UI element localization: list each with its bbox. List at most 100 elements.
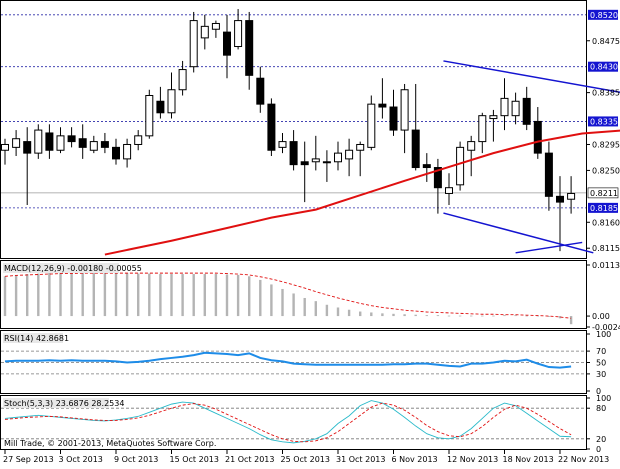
candle: [389, 89, 398, 136]
stoch-tick-label: 100: [596, 394, 611, 403]
candle: [145, 89, 154, 139]
macd-bar: [236, 274, 240, 317]
candle: [34, 124, 43, 159]
date-tick-label: 21 Oct 2013: [225, 455, 274, 464]
rsi-label: RSI(14) 42.8681: [4, 334, 69, 343]
macd-bar: [336, 307, 340, 317]
macd-bar: [436, 315, 440, 317]
rsi-layer: [1, 350, 586, 375]
candle: [156, 86, 165, 119]
price-pane: [0, 0, 587, 259]
candle: [100, 132, 109, 154]
macd-bar: [214, 274, 218, 317]
level-label: 0.8430: [590, 63, 618, 72]
candle: [23, 127, 32, 205]
macd-bar: [569, 316, 573, 325]
macd-bar: [203, 274, 206, 317]
macd-bar: [314, 301, 317, 317]
macd-bar: [14, 274, 18, 317]
macd-bar: [447, 315, 451, 317]
candle: [500, 78, 509, 131]
macd-bar: [270, 284, 273, 317]
axis-layer: 0.8475 0.8385 0.8295 0.8250 0.8160 0.8115 0.85…: [3, 9, 620, 464]
price-tick-label: 0.8250: [592, 166, 620, 175]
macd-bar: [547, 316, 551, 317]
macd-bar: [359, 311, 362, 317]
macd-bar: [159, 274, 162, 317]
candle: [544, 141, 553, 211]
candle: [1, 138, 9, 165]
candle: [200, 14, 209, 50]
candle: [134, 130, 143, 151]
candle: [123, 138, 132, 168]
candle: [456, 141, 465, 191]
candle: [345, 138, 354, 177]
macd-bar: [514, 315, 517, 317]
price-tick-label: 0.8385: [592, 89, 620, 98]
candle: [367, 95, 376, 151]
rsi-line: [4, 351, 572, 369]
macd-bar: [70, 271, 73, 317]
candle: [289, 130, 298, 171]
macd-tick-label: 0.00: [592, 312, 610, 321]
candle: [422, 153, 431, 182]
macd-bar: [59, 272, 62, 317]
macd-signal-line: [4, 272, 572, 319]
macd-bar: [492, 315, 495, 317]
macd-bar: [103, 272, 107, 317]
candle: [567, 176, 576, 214]
candle: [433, 158, 442, 214]
current-price-label: 0.8211: [590, 189, 618, 198]
candle: [45, 124, 54, 159]
macd-bar: [114, 272, 118, 317]
macd-bar: [558, 316, 562, 319]
candle: [223, 14, 231, 79]
candle: [56, 127, 65, 154]
candle: [300, 141, 309, 203]
macd-bar: [181, 274, 184, 317]
candle: [167, 72, 176, 119]
macd-bar: [48, 272, 51, 317]
macd-bar: [303, 297, 306, 317]
rsi-tick-label: 70: [596, 347, 606, 356]
macd-tick-label: -0.00242: [592, 323, 620, 332]
macd-bar: [381, 313, 384, 317]
macd-bar: [37, 273, 40, 317]
stoch-tick-label: 0: [596, 445, 601, 454]
candle: [89, 135, 98, 154]
stoch-signal-line: [4, 402, 572, 443]
macd-bar: [92, 272, 95, 317]
candle: [278, 132, 287, 154]
price-tick-label: 0.8115: [592, 244, 620, 253]
date-tick-label: 25 Oct 2013: [281, 455, 330, 464]
rsi-tick-label: 0: [596, 387, 601, 396]
macd-bar: [3, 276, 7, 317]
candle: [522, 86, 531, 131]
macd-bar: [292, 293, 295, 317]
macd-bar: [81, 271, 84, 317]
price-layer: [1, 9, 620, 256]
date-tick-label: 15 Oct 2013: [170, 455, 219, 464]
moving-average-line: [104, 129, 620, 256]
rsi-tick-label: 100: [596, 330, 611, 339]
candle: [378, 78, 387, 119]
price-tick-label: 0.8160: [592, 218, 620, 227]
macd-bar: [425, 315, 428, 317]
candle: [556, 176, 564, 252]
macd-bar: [281, 288, 284, 317]
stoch-tick-label: 20: [596, 435, 606, 444]
macd-bar: [481, 315, 484, 317]
price-tick-label: 0.8475: [592, 37, 620, 46]
macd-bar: [458, 315, 462, 317]
copyright-text: Mill Trade, © 2001-2013, MetaQuotes Soft…: [4, 439, 216, 448]
level-label: 0.8335: [590, 117, 618, 126]
level-label: 0.8520: [590, 11, 618, 20]
stoch-label: Stoch(5,3,3) 23.6876 28.2534: [4, 399, 124, 408]
candle: [334, 141, 342, 171]
candle: [245, 11, 254, 90]
macd-tick-label: 0.0113: [592, 261, 620, 270]
macd-bar: [259, 279, 262, 317]
candle: [12, 130, 21, 157]
candle: [467, 135, 476, 177]
